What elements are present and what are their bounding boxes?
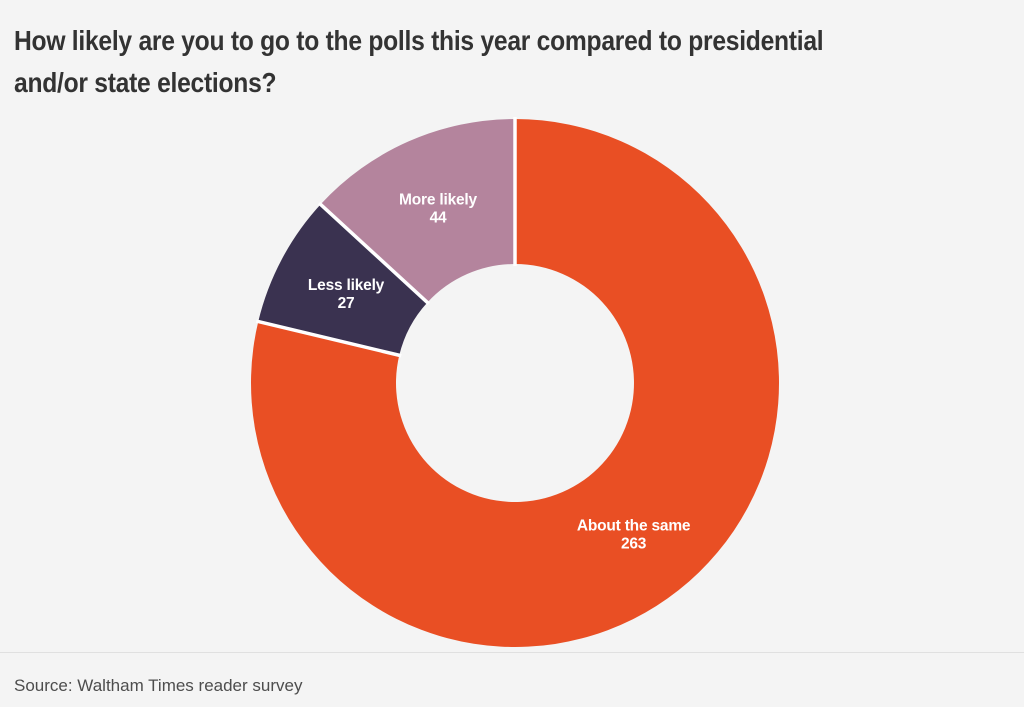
- source-note: Source: Waltham Times reader survey: [14, 676, 303, 695]
- chart-title-line1: How likely are you to go to the polls th…: [14, 25, 824, 56]
- segment-gap-line: [255, 319, 402, 358]
- segment-gap-line: [317, 201, 431, 306]
- segment-label-more-likely: More likely 44: [399, 192, 477, 227]
- donut-segment-about-the-same: [251, 119, 780, 647]
- segment-label-about-the-same: About the same 263: [577, 517, 691, 552]
- chart-title-line2: and/or state elections?: [14, 67, 277, 98]
- donut-segment-more-likely: [320, 119, 515, 303]
- donut-segment-less-likely: [258, 204, 428, 356]
- chart-title: How likely are you to go to the polls th…: [14, 20, 934, 104]
- bottom-strip: [0, 707, 1024, 715]
- footer-divider: [0, 652, 1024, 653]
- segment-label-less-likely: Less likely 27: [308, 277, 385, 312]
